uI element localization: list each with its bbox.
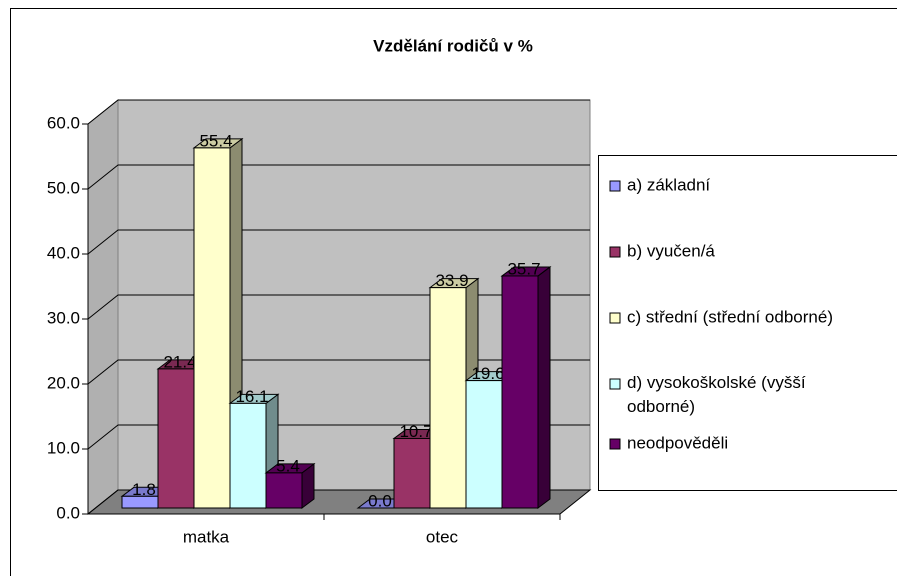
y-tick-label: 10.0 bbox=[47, 438, 80, 457]
legend-swatch bbox=[609, 378, 621, 390]
legend bbox=[598, 155, 897, 491]
legend-swatch bbox=[609, 438, 621, 450]
value-label: 10.7 bbox=[399, 422, 432, 441]
bar bbox=[265, 472, 303, 509]
bar-side bbox=[537, 265, 551, 509]
bar bbox=[393, 437, 431, 509]
x-tick-label: matka bbox=[183, 527, 230, 546]
value-label: 55.4 bbox=[199, 131, 232, 150]
grid-line bbox=[87, 164, 590, 190]
y-tick-label: 50.0 bbox=[47, 178, 80, 197]
bar bbox=[193, 147, 231, 509]
value-label: 16.1 bbox=[235, 387, 268, 406]
bar bbox=[465, 380, 503, 509]
value-label: 33.9 bbox=[435, 271, 468, 290]
value-label: 21.4 bbox=[163, 352, 196, 371]
legend-label: d) vysokoškolské (vyšší odborné) bbox=[627, 373, 806, 416]
bar bbox=[157, 368, 195, 509]
grid-line bbox=[87, 229, 590, 255]
y-tick-label: 60.0 bbox=[47, 113, 80, 132]
value-label: 5.4 bbox=[276, 456, 300, 475]
legend-label: c) střední (střední odborné) bbox=[627, 307, 833, 326]
value-label: 0.0 bbox=[368, 491, 392, 510]
legend-swatch bbox=[609, 180, 621, 192]
bar bbox=[229, 402, 267, 509]
chart-title: Vzdělání rodičů v % bbox=[373, 36, 533, 55]
legend-label: neodpověděli bbox=[627, 433, 728, 452]
value-label: 35.7 bbox=[507, 259, 540, 278]
value-label: 19.6 bbox=[471, 364, 504, 383]
bar bbox=[501, 275, 539, 509]
y-tick-label: 0.0 bbox=[56, 503, 80, 522]
legend-swatch bbox=[609, 312, 621, 324]
y-tick-label: 20.0 bbox=[47, 373, 80, 392]
x-tick-label: otec bbox=[426, 527, 459, 546]
grid-line bbox=[87, 99, 590, 125]
legend-label: a) základní bbox=[627, 175, 710, 194]
value-label: 1.8 bbox=[132, 480, 156, 499]
legend-label: b) vyučen/á bbox=[627, 241, 715, 260]
bar bbox=[429, 287, 467, 509]
y-tick-label: 30.0 bbox=[47, 308, 80, 327]
y-tick-label: 40.0 bbox=[47, 243, 80, 262]
legend-swatch bbox=[609, 246, 621, 258]
